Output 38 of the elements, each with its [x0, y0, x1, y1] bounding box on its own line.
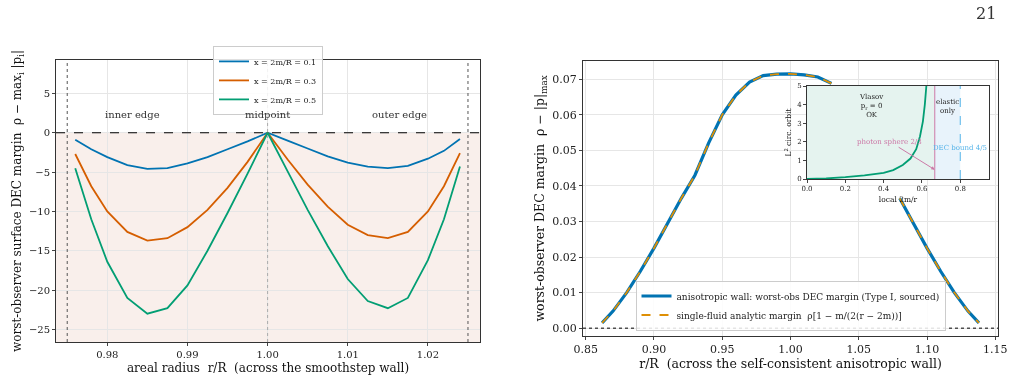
legend-label: anisotropic wall: worst-obs DEC margin (Type I, sourced)	[676, 291, 940, 302]
y-tick-label: 0.03	[552, 215, 577, 229]
x-tick-label: 0.95	[709, 343, 735, 357]
y-tick-label: −15	[28, 245, 50, 257]
y-tick-label: −5	[35, 166, 50, 178]
y-tick-label: 0.00	[552, 322, 577, 336]
annotation: outer edge	[372, 109, 428, 120]
x-tick-label: 1.05	[846, 343, 872, 357]
x-tick-label: 1.00	[256, 349, 279, 360]
x-tick-label: 1.00	[778, 343, 803, 357]
y-tick-label: 0.02	[552, 250, 577, 264]
legend-label: x = 2m/R = 0.3	[254, 76, 317, 86]
x-tick-label: 0.99	[176, 349, 199, 360]
x-tick-label: 1.10	[914, 343, 940, 357]
legend-label: x = 2m/R = 0.5	[254, 95, 317, 105]
y-tick-label: 0.07	[552, 72, 577, 86]
legend-label: x = 2m/R = 0.1	[254, 57, 317, 67]
x-tick-label: 0.90	[641, 343, 667, 357]
annotation: midpoint	[245, 109, 291, 120]
annotation: inner edge	[105, 109, 160, 120]
x-axis-title: areal radius r/R (across the smoothstep wall)	[126, 360, 410, 375]
x-tick-label: 1.02	[416, 349, 440, 360]
y-tick-label: −25	[28, 323, 50, 335]
x-tick-label: 0.85	[573, 343, 598, 357]
x-tick-label: 1.01	[336, 349, 359, 360]
x-tick-label: 1.15	[983, 343, 1008, 357]
legend-label: single-fluid analytic margin ρ[1 − m/(2(r − 2m))]	[676, 310, 902, 321]
y-tick-label: 5	[43, 87, 50, 99]
x-axis-title: r/R (across the self-consistent anisotropic wall)	[639, 356, 942, 372]
y-tick-label: −10	[28, 205, 50, 217]
y-tick-label: 0.06	[552, 108, 577, 122]
y-tick-label: 0.01	[552, 286, 577, 300]
text: 21	[976, 4, 997, 23]
y-tick-label: 0.04	[552, 179, 577, 193]
y-tick-label: 0.05	[552, 144, 577, 158]
y-tick-label: 0	[43, 127, 50, 139]
y-tick-label: −20	[28, 284, 50, 296]
x-tick-label: 0.98	[96, 349, 119, 360]
